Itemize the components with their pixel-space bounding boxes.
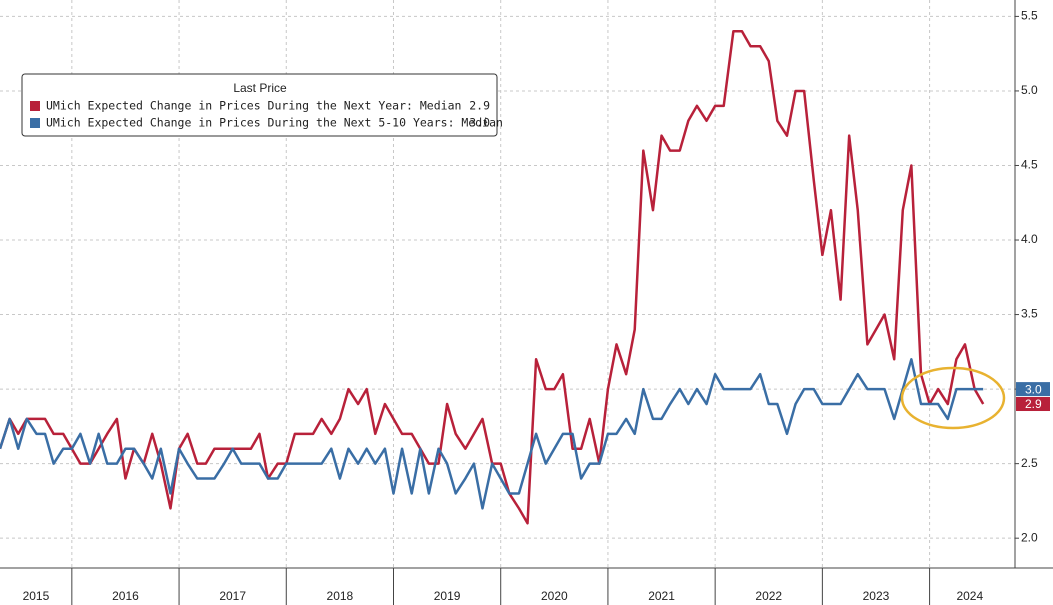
last-value-label: 3.0 (1025, 382, 1042, 396)
legend-swatch (30, 101, 40, 111)
x-tick-label: 2024 (956, 589, 983, 603)
x-tick-label: 2016 (112, 589, 139, 603)
last-value-badge (1016, 382, 1050, 397)
y-tick-label: 2.5 (1021, 456, 1038, 470)
x-tick-label: 2023 (863, 589, 890, 603)
y-tick-label: 2.0 (1021, 530, 1038, 544)
y-tick-label: 5.0 (1021, 83, 1038, 97)
legend-label: UMich Expected Change in Prices During t… (46, 99, 461, 113)
y-tick-label: 3.5 (1021, 307, 1038, 321)
x-tick-label: 2020 (541, 589, 568, 603)
x-tick-label: 2021 (648, 589, 675, 603)
legend-value: 2.9 (469, 99, 490, 113)
legend-box (21, 73, 498, 137)
highlight-ellipse (900, 366, 1006, 430)
x-tick-label: 2019 (434, 589, 461, 603)
y-tick-label: 4.0 (1021, 232, 1038, 246)
legend-swatch (30, 118, 40, 128)
legend-label: UMich Expected Change in Prices During t… (46, 116, 503, 130)
legend: Last Price UMich Expected Change in Price… (21, 73, 503, 137)
x-tick-label: 2022 (755, 589, 782, 603)
y-tick-label: 5.5 (1021, 9, 1038, 23)
x-tick-label: 2015 (23, 589, 50, 603)
last-value-badge (1016, 397, 1050, 412)
last-value-label: 2.9 (1025, 397, 1042, 411)
y-tick-label: 4.5 (1021, 158, 1038, 172)
series-line (0, 358, 984, 510)
x-tick-label: 2017 (219, 589, 246, 603)
legend-title: Last Price (233, 81, 287, 95)
x-tick-label: 2018 (327, 589, 354, 603)
legend-value: 3.0 (469, 116, 490, 130)
